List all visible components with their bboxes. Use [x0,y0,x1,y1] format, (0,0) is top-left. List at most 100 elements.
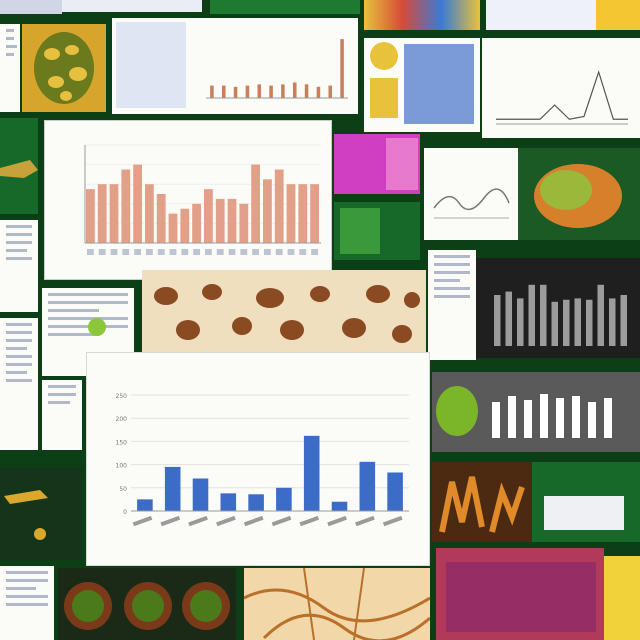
bar [248,494,264,511]
bar [251,164,260,243]
x-tick-label [382,515,403,527]
bar [609,298,616,346]
bar [292,82,297,98]
doc-thumbnail-bottom-left [0,566,54,640]
doc-thumbnail-blue [364,38,480,132]
bar [164,466,181,511]
main-bar-chart: 0 50 100 150 200 250 [116,393,409,527]
x-tick-label [122,249,130,255]
gray-chart-tile [476,258,640,358]
bar [233,86,238,98]
thumbnail-top-colorful [364,0,480,30]
bar [221,85,226,98]
x-tick-label [216,515,236,527]
leaf-photo-graphic [34,32,94,104]
small-line-chart [496,70,628,125]
x-tick-label [299,515,320,527]
wave-chart-thumbnail [424,148,518,240]
bar [156,194,166,243]
x-tick-label [287,249,295,255]
bar [276,487,292,511]
bar [133,164,142,243]
bar [316,86,321,98]
orange-bar-chart [206,39,348,99]
x-tick-label [87,249,94,255]
doc-thumbnail-right [428,250,476,360]
bar [121,169,131,243]
bar [97,184,107,243]
y-tick-label: 150 [116,439,128,446]
bar [192,203,201,243]
bar [245,85,250,98]
x-tick-label [146,249,153,255]
bar [303,435,320,511]
bar [86,189,95,243]
salmon-bar-chart [84,144,321,255]
x-tick-label [193,249,200,255]
bar [298,184,308,243]
x-tick-label [311,249,318,255]
chart-thumbnail-orange [112,18,358,114]
bar [269,85,273,98]
magenta-thumbnail [334,134,420,194]
doc-thumbnail-left-4 [42,380,82,450]
x-tick-label [134,249,141,255]
bar [210,85,214,98]
y-tick-label: 100 [116,463,128,470]
y-tick-label: 50 [119,486,127,493]
x-tick-label [205,249,212,255]
series-line [496,70,628,120]
x-tick-label [264,249,271,255]
x-tick-label [98,249,106,255]
bar [145,184,154,243]
leaf-slices-thumbnail [58,568,236,640]
x-tick-label [160,515,181,527]
bar [304,84,309,98]
bar [281,84,285,98]
x-tick-label [240,249,248,255]
spotted-texture-thumbnail [142,270,426,352]
bar [517,298,524,346]
y-tick-label: 250 [116,393,128,400]
flower-thumbnail [0,468,82,560]
x-tick-label [252,249,259,255]
x-tick-label [132,515,153,527]
x-tick-label [110,249,118,255]
plant-thumbnail [0,118,38,214]
main-chart-card: 0 50 100 150 200 250 [86,352,430,566]
line-chart-thumbnail [482,38,640,138]
bar [331,501,348,511]
x-tick-label [228,249,236,255]
green-thumbnail-bottom-right [532,462,640,542]
thumbnail-top-strip [62,0,202,12]
bar [586,299,593,346]
green-thumbnail-center [334,202,420,260]
bar [227,198,237,243]
x-tick-label [271,515,292,527]
y-tick-label: 0 [123,509,127,516]
bar [263,179,272,243]
bar [215,198,225,243]
vein-texture-thumbnail [244,568,430,640]
yellow-thumbnail-bottom-right [604,556,640,640]
bar [551,301,558,346]
gray-bar-chart [494,284,627,346]
doc-thumbnail-left-2 [0,220,38,312]
bar [387,472,403,511]
bar [168,213,178,243]
y-tick-label: 200 [116,416,128,423]
x-tick-label [169,249,177,255]
bar [540,284,547,346]
thumbnail-top-left [0,0,62,14]
leaf-photo-thumbnail [22,24,106,112]
x-tick-label [188,515,208,527]
bar [257,84,262,98]
thumbnail-top-yellow [596,0,640,30]
bar [574,298,581,346]
bar [528,284,535,346]
white-bar-thumbnail [432,372,640,452]
x-tick-label [327,515,347,527]
bar [137,499,153,511]
bar [286,184,296,243]
bar [310,184,319,243]
